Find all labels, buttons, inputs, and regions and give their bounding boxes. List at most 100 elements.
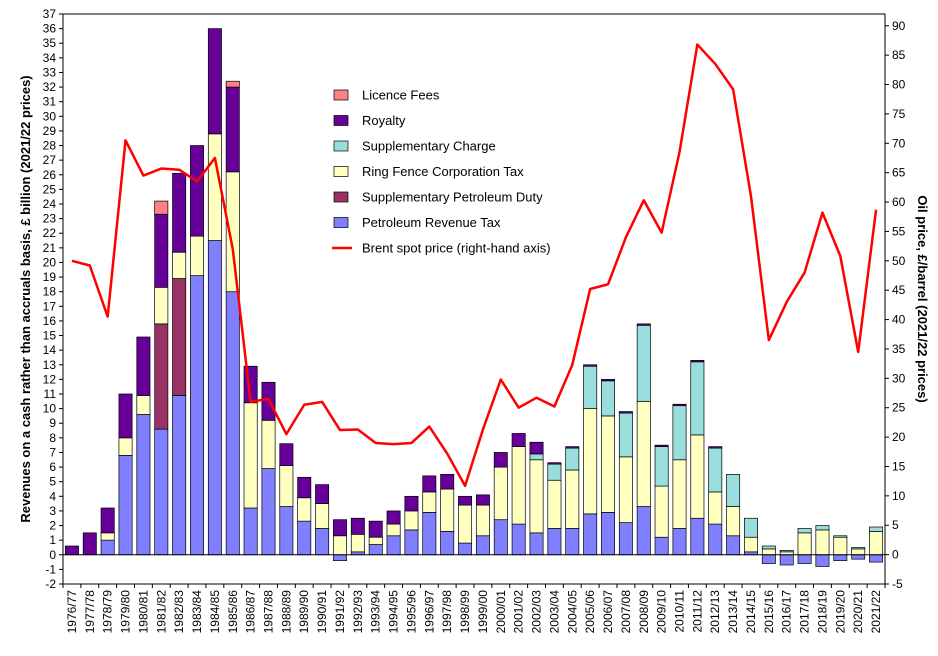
bar-segment	[779, 554, 794, 566]
bar-segment	[333, 519, 347, 537]
bar-segment	[511, 433, 526, 447]
bar-segment	[851, 548, 866, 556]
y-tick-label: 30	[43, 109, 57, 123]
bar-segment	[386, 510, 401, 525]
bar-segment	[297, 520, 312, 556]
bar-segment	[493, 452, 508, 468]
y-tick-label: 35	[43, 36, 57, 50]
bar-segment	[583, 364, 598, 367]
bar-segment	[708, 446, 723, 449]
bar-segment	[529, 532, 544, 556]
x-tick-label: 2008/09	[637, 590, 651, 634]
bar-segment	[386, 535, 401, 556]
y-tick-label: 23	[43, 212, 57, 226]
y-tick-label: 36	[43, 22, 57, 36]
bar-segment	[190, 145, 204, 237]
y2-tick-label: 35	[892, 342, 906, 356]
y2-tick-label: 30	[892, 371, 906, 385]
bar-segment	[190, 235, 204, 276]
bar-segment	[779, 550, 794, 553]
bar-segment	[136, 336, 151, 396]
y-tick-label: 12	[43, 372, 57, 386]
bar-segment	[618, 522, 633, 556]
y-tick-label: 15	[43, 329, 57, 343]
bar-segment	[726, 535, 741, 556]
y2-tick-label: 60	[892, 195, 906, 209]
x-tick-label: 1979/80	[119, 590, 133, 634]
bar-segment	[690, 517, 705, 556]
legend-label: Supplementary Charge	[362, 139, 496, 154]
bar-segment	[422, 475, 437, 493]
bar-segment	[601, 512, 615, 556]
x-tick-label: 1986/87	[244, 590, 258, 634]
x-tick-label: 1992/93	[351, 590, 365, 634]
bar-segment	[261, 419, 276, 469]
bar-segment	[726, 474, 741, 507]
legend: Licence Fees Royalty Supplementary Charge R…	[320, 82, 582, 269]
bar-segment	[154, 323, 169, 430]
y2-tick-label: -5	[892, 577, 903, 591]
legend-swatch	[333, 217, 349, 228]
legend-label: Supplementary Petroleum Duty	[362, 190, 543, 205]
bar-segment	[458, 504, 473, 544]
bar-segment	[708, 447, 723, 493]
x-tick-label: 2011/12	[690, 590, 704, 633]
x-tick-label: 1982/83	[172, 590, 186, 634]
y-tick-label: 14	[43, 343, 57, 357]
x-tick-label: 1990/91	[315, 590, 329, 634]
bar-segment	[315, 503, 330, 529]
bar-segment	[368, 544, 383, 556]
x-tick-label: 2010/11	[673, 590, 687, 633]
bar-segment	[869, 554, 884, 563]
bar-segment	[475, 535, 490, 556]
bar-segment	[350, 517, 365, 535]
bar-segment	[100, 507, 115, 534]
bar-segment	[547, 479, 562, 529]
bar-segment	[172, 278, 187, 396]
bar-segment	[404, 529, 419, 556]
x-tick-label: 1994/95	[387, 590, 401, 634]
y-tick-label: 21	[43, 241, 57, 255]
bar-segment	[672, 528, 687, 556]
x-tick-label: 2016/17	[780, 590, 794, 634]
bar-segment	[654, 536, 669, 556]
y-tick-label: 20	[43, 255, 57, 269]
bar-segment	[368, 536, 383, 545]
bar-segment	[475, 494, 490, 506]
y-tick-label: 13	[43, 358, 57, 372]
bar-segment	[529, 459, 544, 534]
bar-segment	[851, 547, 866, 550]
bar-segment	[154, 200, 169, 215]
bar-segment	[833, 554, 848, 561]
y-tick-label: 2	[49, 519, 56, 533]
y-tick-label: 34	[43, 51, 57, 65]
bar-segment	[333, 554, 347, 561]
y-tick-label: 10	[43, 402, 57, 416]
bar-layer	[64, 28, 884, 567]
bar-segment	[583, 365, 598, 409]
legend-box	[320, 82, 582, 269]
bar-segment	[136, 414, 151, 556]
x-tick-label: 2021/22	[869, 590, 883, 634]
bar-segment	[708, 523, 723, 556]
x-tick-label: 2000/01	[494, 590, 508, 634]
y2-axis-title: Oil price, £/barrel (2021/22 prices)	[915, 195, 930, 402]
y2-tick-label: 20	[892, 430, 906, 444]
bar-segment	[690, 361, 705, 436]
x-tick-label: 1980/81	[136, 590, 150, 634]
legend-swatch	[333, 191, 349, 203]
y-tick-label: 37	[43, 7, 57, 21]
x-tick-label: 2018/19	[815, 590, 829, 634]
legend-label: Licence Fees	[362, 88, 440, 103]
y-tick-label: 33	[43, 65, 57, 79]
bar-segment	[618, 412, 633, 458]
bar-segment	[654, 444, 669, 447]
y-tick-label: 32	[43, 80, 57, 94]
bar-segment	[565, 447, 580, 471]
bar-segment	[172, 172, 187, 253]
bar-segment	[672, 405, 687, 461]
y2-tick-label: 10	[892, 489, 906, 503]
y2-tick-label: 85	[892, 48, 906, 62]
bar-segment	[225, 86, 240, 173]
